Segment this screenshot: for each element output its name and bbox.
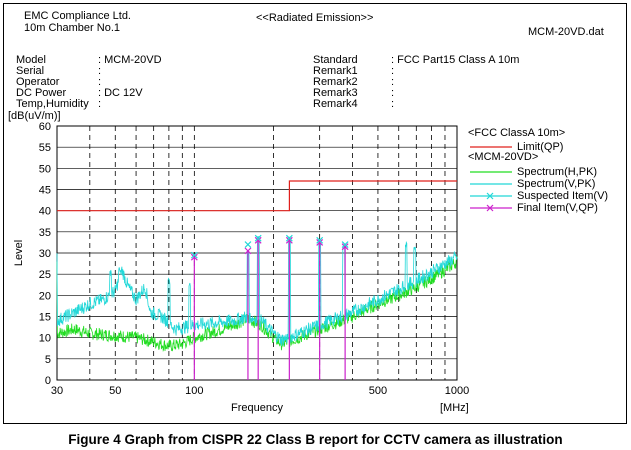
info-remark4-label: Remark4 — [313, 98, 358, 110]
figure-caption: Figure 4 Graph from CISPR 22 Class B rep… — [68, 432, 563, 447]
info-operator-label: Operator — [16, 76, 60, 88]
info-model-label: Model — [16, 54, 46, 66]
info-remark3-value: : — [391, 87, 395, 99]
info-operator-value: : — [98, 76, 102, 88]
company-name: EMC Compliance Ltd. — [24, 10, 131, 22]
info-remark2-label: Remark2 — [313, 76, 358, 88]
info-serial-value: : — [98, 65, 102, 77]
info-standard-label: Standard — [313, 54, 358, 66]
info-remark1-value: : — [391, 65, 395, 77]
info-power-value: : DC 12V — [98, 87, 143, 99]
info-remark2-value: : — [391, 76, 395, 88]
test-title: <<Radiated Emission>> — [256, 12, 374, 24]
info-standard-value: : FCC Part15 Class A 10m — [391, 54, 520, 66]
info-power-label: DC Power — [16, 87, 67, 99]
info-remark4-value: : — [391, 98, 395, 110]
info-serial-label: Serial — [16, 65, 45, 77]
report-frame: EMC Compliance Ltd. 10m Chamber No.1 <<R… — [3, 3, 627, 424]
file-name: MCM-20VD.dat — [528, 26, 604, 38]
chamber-name: 10m Chamber No.1 — [24, 22, 120, 34]
info-model-value: : MCM-20VD — [98, 54, 162, 66]
info-temp-value: : — [98, 98, 102, 110]
info-remark3-label: Remark3 — [313, 87, 358, 99]
info-temp-label: Temp,Humidity — [16, 98, 89, 110]
info-remark1-label: Remark1 — [313, 65, 358, 77]
y-unit-label: [dB(uV/m)] — [8, 110, 61, 122]
